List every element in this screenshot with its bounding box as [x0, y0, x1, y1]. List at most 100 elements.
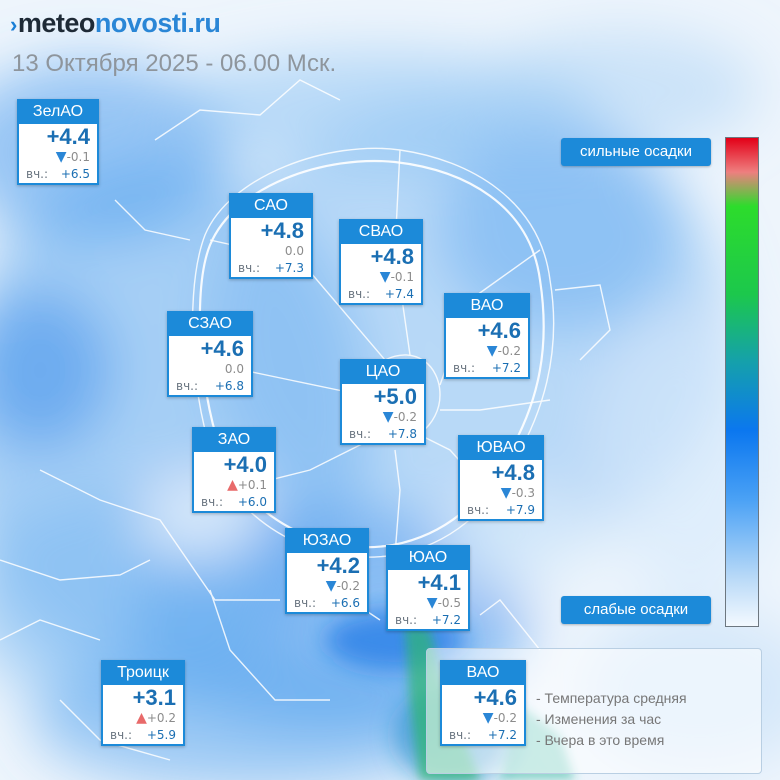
yesterday-row: вч.: +7.2: [446, 359, 528, 377]
district-card-зелао[interactable]: ЗелАО +4.4 ▼-0.1 вч.: +6.5: [17, 99, 99, 185]
district-name: СЗАО: [168, 312, 252, 336]
district-name: ЗелАО: [18, 100, 98, 124]
yesterday-label: вч.:: [467, 503, 490, 517]
average-temperature: +4.8: [491, 460, 535, 485]
arrow-down-icon: ▼: [482, 710, 494, 726]
average-temperature: +3.1: [132, 685, 176, 710]
scale-label-light: слабые осадки: [561, 596, 711, 624]
change-value: +0.1: [237, 478, 267, 492]
change-value: -0.2: [493, 711, 517, 725]
district-name: САО: [230, 194, 312, 218]
hourly-change: ▼-0.5: [388, 595, 468, 611]
legend-item-yesterday: - Вчера в это время: [536, 732, 665, 748]
yesterday-label: вч.:: [238, 261, 261, 275]
average-temperature: +4.8: [260, 218, 304, 243]
arrow-down-icon: ▼: [55, 149, 67, 165]
arrow-up-icon: ▲: [136, 710, 147, 726]
change-value: +0.2: [146, 711, 176, 725]
hourly-change: ▼-0.2: [442, 710, 524, 726]
site-logo[interactable]: ›meteonovosti.ru: [10, 8, 221, 39]
change-value: 0.0: [284, 244, 304, 258]
yesterday-row: вч.: +6.5: [19, 165, 97, 183]
legend-item-change: - Изменения за час: [536, 711, 662, 727]
average-temperature: +4.2: [316, 553, 360, 578]
district-card-вао[interactable]: ВАО +4.6 ▼-0.2 вч.: +7.2: [444, 293, 530, 379]
yesterday-label: вч.:: [294, 596, 317, 610]
district-name: ВАО: [441, 661, 525, 685]
yesterday-label: вч.:: [176, 379, 199, 393]
district-card-юзао[interactable]: ЮЗАО +4.2 ▼-0.2 вч.: +6.6: [285, 528, 369, 614]
district-name: ЮЗАО: [286, 529, 368, 553]
yesterday-label: вч.:: [201, 495, 224, 509]
hourly-change: ▼-0.1: [341, 269, 421, 285]
hourly-change: ▼-0.2: [287, 578, 367, 594]
district-card-сао[interactable]: САО +4.8 0.0 вч.: +7.3: [229, 193, 313, 279]
yesterday-label: вч.:: [395, 613, 418, 627]
logo-mark-icon: ›: [10, 12, 17, 37]
average-temperature: +4.1: [417, 570, 461, 595]
average-temperature: +4.6: [473, 685, 517, 710]
yesterday-label: вч.:: [449, 728, 472, 742]
yesterday-temperature: +5.9: [146, 728, 176, 742]
yesterday-row: вч.: +7.8: [342, 425, 424, 443]
arrow-down-icon: ▼: [379, 269, 391, 285]
district-name: ЗАО: [193, 428, 275, 452]
yesterday-row: вч.: +7.3: [231, 259, 311, 277]
logo-text-meteo: meteo: [17, 8, 96, 38]
district-card-сзао[interactable]: СЗАО +4.6 0.0 вч.: +6.8: [167, 311, 253, 397]
yesterday-row: вч.: +7.2: [442, 726, 524, 744]
legend-sample-card[interactable]: ВАО +4.6 ▼-0.2 вч.: +7.2: [440, 660, 526, 746]
yesterday-label: вч.:: [453, 361, 476, 375]
average-temperature: +5.0: [373, 384, 417, 409]
arrow-down-icon: ▼: [486, 343, 498, 359]
district-name: ВАО: [445, 294, 529, 318]
average-temperature: +4.8: [370, 244, 414, 269]
scale-label-heavy: сильные осадки: [561, 138, 711, 166]
change-value: -0.1: [390, 270, 414, 284]
yesterday-temperature: +6.8: [214, 379, 244, 393]
district-name: ЮАО: [387, 546, 469, 570]
arrow-down-icon: ▼: [325, 578, 337, 594]
district-name: Троицк: [102, 661, 184, 685]
change-value: -0.2: [336, 579, 360, 593]
hourly-change: ▼-0.2: [342, 409, 424, 425]
arrow-up-icon: ▲: [227, 477, 238, 493]
precipitation-intensity-scale: [725, 137, 759, 627]
change-value: -0.5: [437, 596, 461, 610]
district-card-зао[interactable]: ЗАО +4.0 ▲+0.1 вч.: +6.0: [192, 427, 276, 513]
district-card-свао[interactable]: СВАО +4.8 ▼-0.1 вч.: +7.4: [339, 219, 423, 305]
legend-items: - Температура средняя - Изменения за час…: [536, 688, 687, 751]
hourly-change: 0.0: [169, 361, 251, 377]
yesterday-row: вч.: +7.4: [341, 285, 421, 303]
yesterday-label: вч.:: [110, 728, 133, 742]
district-card-ювао[interactable]: ЮВАО +4.8 ▼-0.3 вч.: +7.9: [458, 435, 544, 521]
yesterday-temperature: +7.8: [387, 427, 417, 441]
hourly-change: ▲+0.1: [194, 477, 274, 493]
district-card-цао[interactable]: ЦАО +5.0 ▼-0.2 вч.: +7.8: [340, 359, 426, 445]
yesterday-row: вч.: +7.2: [388, 611, 468, 629]
hourly-change: 0.0: [231, 243, 311, 259]
change-value: -0.3: [511, 486, 535, 500]
change-value: -0.2: [393, 410, 417, 424]
hourly-change: ▼-0.3: [460, 485, 542, 501]
hourly-change: ▼-0.1: [19, 149, 97, 165]
average-temperature: +4.6: [477, 318, 521, 343]
average-temperature: +4.4: [46, 124, 90, 149]
district-card-юао[interactable]: ЮАО +4.1 ▼-0.5 вч.: +7.2: [386, 545, 470, 631]
yesterday-row: вч.: +5.9: [103, 726, 183, 744]
yesterday-label: вч.:: [26, 167, 49, 181]
yesterday-row: вч.: +6.8: [169, 377, 251, 395]
forecast-datetime: 13 Октября 2025 - 06.00 Мск.: [12, 50, 337, 77]
yesterday-row: вч.: +7.9: [460, 501, 542, 519]
logo-text-novosti: novosti.ru: [94, 8, 221, 38]
arrow-down-icon: ▼: [500, 485, 512, 501]
legend-item-temperature: - Температура средняя: [536, 690, 687, 706]
district-card-троицк[interactable]: Троицк +3.1 ▲+0.2 вч.: +5.9: [101, 660, 185, 746]
change-value: 0.0: [224, 362, 244, 376]
arrow-down-icon: ▼: [426, 595, 438, 611]
yesterday-temperature: +6.0: [237, 495, 267, 509]
arrow-down-icon: ▼: [382, 409, 394, 425]
district-name: СВАО: [340, 220, 422, 244]
hourly-change: ▲+0.2: [103, 710, 183, 726]
